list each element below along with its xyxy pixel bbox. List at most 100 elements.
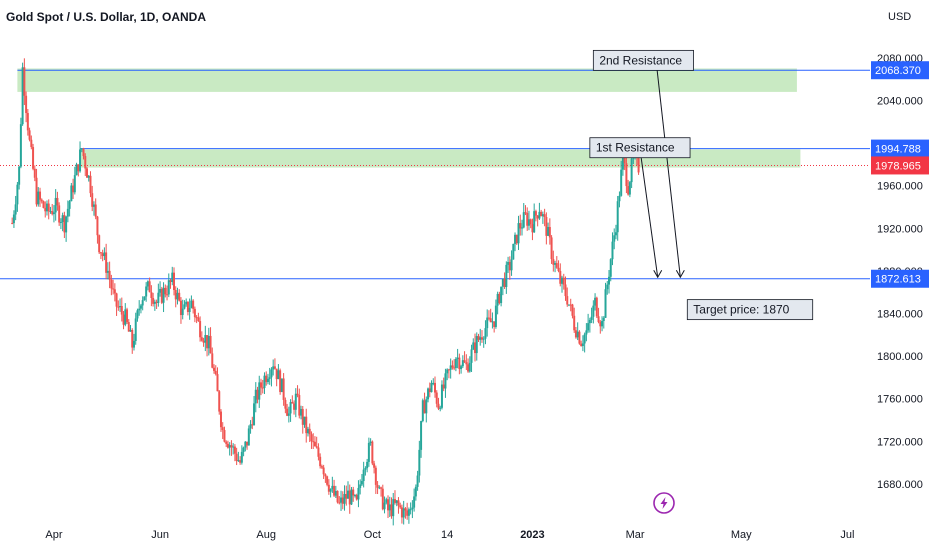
candle-body <box>18 166 21 185</box>
candle-body <box>580 343 583 347</box>
candle-body <box>115 293 118 307</box>
candle-body <box>400 507 403 518</box>
price-tag-1 <box>871 61 929 80</box>
candle-body <box>521 227 523 229</box>
candle-body <box>362 469 365 482</box>
candle-body <box>235 453 238 461</box>
candle-body <box>350 489 353 505</box>
candle-body <box>120 306 123 315</box>
candle-body <box>138 308 141 311</box>
candle-body <box>190 300 193 308</box>
candle-body <box>305 416 308 434</box>
candle-body <box>219 411 222 428</box>
candle-body <box>453 367 456 369</box>
arrows-layer <box>639 59 685 279</box>
candle-body <box>242 447 245 452</box>
candle-body <box>30 139 33 148</box>
candle-body <box>310 434 313 442</box>
candle-body <box>552 259 555 265</box>
candle-body <box>280 378 283 392</box>
candle-body <box>209 335 212 354</box>
resistance-zone-2 <box>80 149 801 168</box>
candle-body <box>489 318 492 323</box>
price-tag-2 <box>871 139 929 158</box>
candle-body <box>503 278 506 288</box>
resistance-zone-1 <box>17 68 797 92</box>
candle-body <box>251 424 254 426</box>
candle-body <box>303 416 306 425</box>
candle-body <box>260 382 262 388</box>
candle-body <box>293 403 296 410</box>
candle-body <box>261 387 264 389</box>
candle-body <box>484 328 487 339</box>
candle-body <box>275 368 278 380</box>
candle-body <box>148 281 151 293</box>
candle-body <box>287 413 290 416</box>
candle-body <box>131 329 134 348</box>
candle-body <box>134 318 137 341</box>
candle-body <box>326 476 329 485</box>
y-tick-label: 1920.000 <box>877 223 923 235</box>
candle-body <box>298 395 301 416</box>
candle-body <box>467 364 470 372</box>
y-tick-label: 2040.000 <box>877 95 923 107</box>
candle-body <box>160 288 163 303</box>
candle-body <box>193 308 196 318</box>
candle-body <box>479 337 482 340</box>
x-tick-label: Aug <box>256 529 276 541</box>
candle-body <box>616 201 619 233</box>
candle-body <box>110 279 113 289</box>
candle-body <box>491 321 494 323</box>
candle-body <box>413 496 416 508</box>
candle-body <box>374 467 377 485</box>
candle-body <box>183 304 186 309</box>
candle-body <box>418 449 421 476</box>
candle-body <box>583 334 586 344</box>
candle-body <box>447 369 450 371</box>
candle-body <box>32 147 35 169</box>
candle-body <box>313 441 316 447</box>
candle-body <box>202 340 205 343</box>
axes-layer: 2080.0002040.0001960.0001920.0001880.000… <box>45 53 929 541</box>
candle-body <box>195 317 198 319</box>
target-arrow-2 <box>639 151 659 278</box>
candle-body <box>475 336 478 354</box>
candle-body <box>49 211 52 213</box>
candle-body <box>223 430 226 442</box>
candle-body <box>390 504 393 517</box>
candle-body <box>404 508 407 511</box>
candle-body <box>166 294 169 296</box>
candle-body <box>226 443 229 448</box>
candle-body <box>409 509 412 511</box>
candle-body <box>498 293 501 304</box>
candle-body <box>444 373 447 389</box>
candle-body <box>637 155 640 173</box>
candle-body <box>47 203 50 212</box>
candle-body <box>12 214 15 224</box>
candle-body <box>449 365 452 370</box>
candle-body <box>387 499 390 511</box>
candle-body <box>458 357 461 370</box>
candle-body <box>153 301 156 304</box>
candle-body <box>428 388 431 393</box>
y-tick-label: 1960.000 <box>877 181 923 193</box>
candle-body <box>87 175 90 178</box>
candle-body <box>232 446 235 448</box>
candle-body <box>522 212 525 228</box>
x-tick-label: 14 <box>441 529 453 541</box>
candle-body <box>559 270 562 284</box>
candle-body <box>376 484 379 488</box>
price-lines-layer <box>0 69 870 280</box>
lightning-icon <box>653 492 675 514</box>
candle-body <box>11 222 14 224</box>
candle-body <box>380 487 383 489</box>
candle-body <box>79 149 82 172</box>
candle-body <box>628 182 631 195</box>
candle-body <box>561 277 564 284</box>
x-tick-label: Mar <box>626 529 645 541</box>
candle-body <box>167 280 170 295</box>
candle-body <box>233 446 236 454</box>
candle-body <box>66 208 69 217</box>
candle-body <box>487 317 490 319</box>
